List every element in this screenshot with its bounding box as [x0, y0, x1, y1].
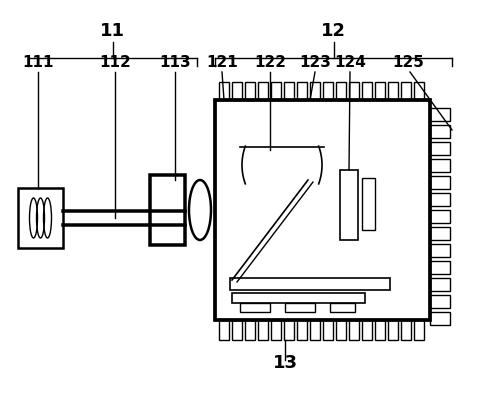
- Bar: [230, 278, 390, 290]
- Text: 11: 11: [100, 22, 125, 40]
- Text: 125: 125: [392, 55, 424, 70]
- Bar: [349, 320, 359, 340]
- Bar: [375, 320, 385, 340]
- Bar: [375, 82, 385, 100]
- Text: 122: 122: [254, 55, 286, 70]
- Bar: [323, 320, 333, 340]
- Bar: [414, 320, 424, 340]
- Text: 121: 121: [206, 55, 238, 70]
- Bar: [232, 293, 365, 303]
- Text: 13: 13: [273, 354, 297, 372]
- Bar: [271, 82, 281, 100]
- Bar: [430, 210, 450, 223]
- Bar: [362, 320, 372, 340]
- Bar: [388, 320, 398, 340]
- Bar: [401, 320, 411, 340]
- Bar: [336, 320, 346, 340]
- Text: 12: 12: [321, 22, 346, 40]
- Bar: [430, 295, 450, 308]
- Bar: [430, 176, 450, 189]
- Bar: [215, 100, 430, 320]
- Bar: [430, 278, 450, 291]
- Bar: [430, 125, 450, 138]
- Bar: [430, 227, 450, 240]
- Bar: [297, 82, 307, 100]
- Bar: [258, 320, 268, 340]
- Bar: [349, 82, 359, 100]
- Bar: [232, 82, 242, 100]
- Bar: [430, 108, 450, 121]
- Text: 123: 123: [299, 55, 331, 70]
- Bar: [414, 82, 424, 100]
- Text: 124: 124: [334, 55, 366, 70]
- Bar: [232, 320, 242, 340]
- Bar: [430, 193, 450, 206]
- Bar: [285, 303, 315, 312]
- Bar: [284, 82, 294, 100]
- Bar: [330, 303, 355, 312]
- Bar: [271, 320, 281, 340]
- Text: 112: 112: [99, 55, 131, 70]
- Bar: [310, 82, 320, 100]
- Bar: [284, 320, 294, 340]
- Bar: [219, 320, 229, 340]
- Bar: [401, 82, 411, 100]
- Bar: [258, 82, 268, 100]
- Bar: [245, 82, 255, 100]
- Bar: [150, 175, 185, 245]
- Bar: [340, 170, 358, 240]
- Bar: [430, 244, 450, 257]
- Bar: [430, 261, 450, 274]
- Bar: [388, 82, 398, 100]
- Text: 113: 113: [159, 55, 191, 70]
- Bar: [430, 312, 450, 325]
- Bar: [323, 82, 333, 100]
- Bar: [18, 188, 63, 248]
- Bar: [245, 320, 255, 340]
- Bar: [362, 178, 375, 230]
- Bar: [336, 82, 346, 100]
- Bar: [310, 320, 320, 340]
- Bar: [219, 82, 229, 100]
- Bar: [430, 142, 450, 155]
- Bar: [430, 159, 450, 172]
- Text: 111: 111: [22, 55, 54, 70]
- Bar: [240, 303, 270, 312]
- Bar: [362, 82, 372, 100]
- Bar: [297, 320, 307, 340]
